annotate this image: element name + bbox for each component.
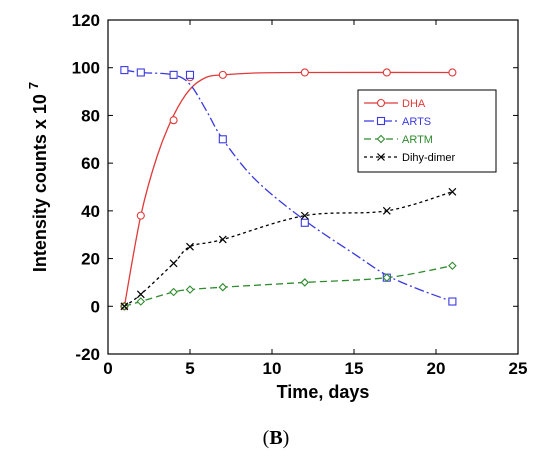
legend-label-dha: DHA [402, 98, 426, 110]
x-tick-label: 20 [427, 359, 446, 378]
y-tick-label: 0 [91, 297, 100, 316]
legend-marker-artm [376, 134, 386, 144]
data-point-dihy-dimer [218, 235, 227, 244]
series-artm [120, 261, 457, 311]
legend-label-artm: ARTM [402, 134, 433, 146]
legend-marker-arts [376, 116, 386, 126]
x-tick-label: 0 [103, 359, 112, 378]
data-point-dihy-dimer [120, 302, 129, 311]
data-point-dha [136, 211, 145, 220]
x-tick-label: 5 [185, 359, 194, 378]
data-point-arts [169, 70, 178, 79]
data-point-dha [448, 68, 457, 77]
y-tick-label: 60 [81, 154, 100, 173]
legend: DHA ARTS ARTM Dihy-dimer [357, 89, 497, 173]
legend-marker-dihy-dimer [377, 153, 385, 161]
data-point-dha [169, 116, 178, 125]
data-point-dihy-dimer [136, 290, 145, 299]
y-tick-label: 100 [72, 59, 100, 78]
data-point-arts [136, 68, 145, 77]
data-point-artm [136, 297, 146, 306]
data-point-dihy-dimer [448, 187, 457, 196]
data-point-dha [300, 68, 309, 77]
legend-label-arts: ARTS [402, 116, 431, 128]
y-tick-label: 20 [81, 250, 100, 269]
data-point-artm [382, 273, 392, 282]
legend-label-dihy-dimer: Dihy-dimer [402, 152, 456, 164]
data-point-artm [448, 261, 457, 271]
plot-frame [107, 19, 519, 355]
data-point-dihy-dimer [169, 259, 178, 268]
series-line-artm [124, 265, 453, 307]
series-dihy-dimer [120, 187, 457, 311]
data-point-arts [185, 70, 195, 79]
data-point-artm [185, 285, 195, 294]
data-point-artm [218, 282, 228, 292]
series-layer [120, 66, 457, 311]
panel-label: (B) [263, 427, 290, 449]
y-tick-label: -20 [75, 345, 100, 364]
y-axis-label-main: Intensity counts x 10 [30, 94, 50, 272]
data-point-dihy-dimer [382, 206, 391, 215]
data-point-arts [448, 297, 457, 306]
x-axis-label: Time, days [277, 382, 370, 402]
data-point-dihy-dimer [186, 242, 194, 251]
data-point-arts [120, 66, 129, 75]
legend-marker-dha [376, 98, 386, 108]
x-tick-label: 25 [509, 359, 528, 378]
y-tick-label: 120 [72, 11, 100, 30]
y-tick-label: 80 [81, 106, 100, 125]
y-axis-label: Intensity counts x 10 7 [26, 82, 50, 272]
x-tick-label: 15 [345, 359, 364, 378]
data-point-dihy-dimer [300, 211, 309, 220]
data-point-arts [218, 135, 227, 144]
x-tick-label: 10 [263, 359, 282, 378]
data-point-artm [169, 287, 178, 297]
data-point-dha [382, 68, 391, 77]
data-point-artm [300, 278, 310, 287]
y-axis-label-exponent: 7 [26, 82, 41, 89]
y-tick-label: 40 [81, 202, 100, 221]
plot-border [107, 19, 519, 355]
data-point-dha [218, 70, 227, 79]
panel-label-letter: B [269, 427, 282, 449]
data-point-arts [300, 218, 309, 227]
